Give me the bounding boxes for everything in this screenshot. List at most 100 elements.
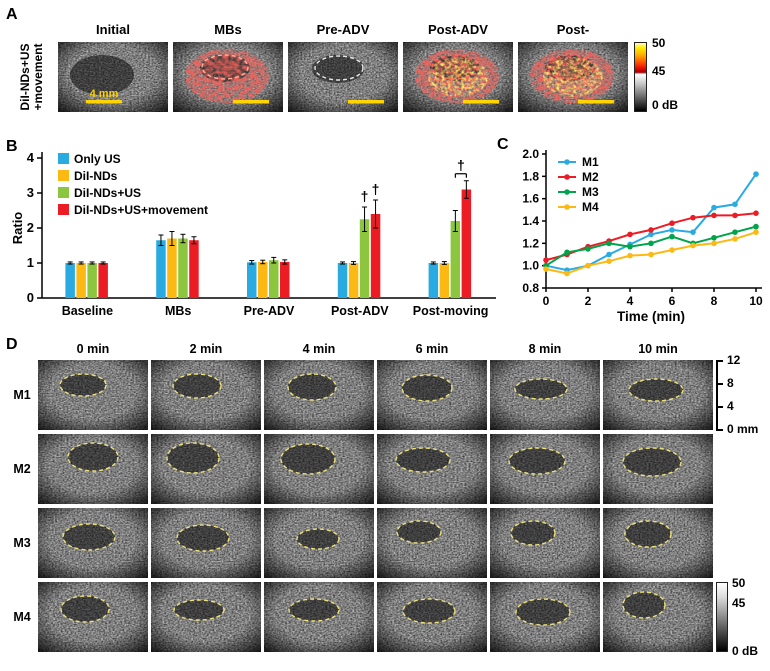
svg-text:†: †	[361, 188, 369, 204]
svg-text:1.4: 1.4	[522, 214, 539, 228]
svg-text:4: 4	[27, 150, 35, 165]
panel-d-colorbar-label-50: 50	[732, 576, 746, 590]
panel-a-row-label-line2: +movement	[31, 43, 45, 111]
panel-a-col-header-pre-adv: Pre-ADV	[316, 22, 370, 37]
panel-d-label: D	[6, 336, 18, 353]
svg-text:M4: M4	[582, 200, 599, 214]
svg-text:MBs: MBs	[165, 304, 191, 318]
panel-d-ultrasound-image-M3-5	[603, 508, 713, 578]
panel-d-ultrasound-image-M2-0	[38, 434, 148, 504]
svg-text:M2: M2	[582, 170, 599, 184]
svg-text:†: †	[457, 157, 465, 173]
panel-a-colorbar-label-50: 50	[652, 36, 666, 50]
depth-scale-tick-4	[716, 406, 723, 408]
panel-d-ultrasound-image-M4-0	[38, 582, 148, 652]
legend-item-dii-nds-us: DiI-NDs+US	[58, 184, 208, 201]
panel-b-legend: Only US DiI-NDs DiI-NDs+US DiI-NDs+US+mo…	[58, 150, 208, 218]
depth-scale-axis	[716, 360, 718, 431]
svg-text:1.6: 1.6	[522, 192, 539, 206]
panel-a-ultrasound-image-1	[173, 42, 283, 112]
svg-text:2.0: 2.0	[522, 147, 539, 161]
legend-item-only-us: Only US	[58, 150, 208, 167]
panel-c-line-chart: 0.8 1.0 1.2 1.4 1.6 1.8 2.0 0 2 4 6 8 10 Time (min) M1…	[522, 147, 763, 324]
svg-text:Time (min): Time (min)	[617, 309, 685, 324]
panel-d-ultrasound-image-M1-1	[151, 360, 261, 430]
panel-d-row-label-m4: M4	[13, 610, 31, 624]
depth-label-8: 8	[727, 376, 734, 390]
depth-label-12: 12	[727, 353, 741, 367]
svg-text:Post-moving: Post-moving	[413, 304, 489, 318]
panel-c-label: C	[497, 136, 509, 153]
panel-d-ultrasound-image-M4-1	[151, 582, 261, 652]
depth-label-0mm: 0 mm	[727, 422, 759, 436]
panel-a-col-header-mbs: MBs	[214, 22, 242, 37]
legend-item-dii-nds: DiI-NDs	[58, 167, 208, 184]
panel-d-ultrasound-image-M3-2	[264, 508, 374, 578]
panel-d-ultrasound-image-M2-1	[151, 434, 261, 504]
panel-d-row-label-m3: M3	[13, 536, 31, 550]
panel-d-ultrasound-image-M2-5	[603, 434, 713, 504]
panel-d-row-label-m1: M1	[13, 388, 31, 402]
panel-d-ultrasound-image-M2-4	[490, 434, 600, 504]
svg-text:1.8: 1.8	[522, 169, 539, 183]
panel-d-ultrasound-image-M2-3	[377, 434, 487, 504]
panel-d-ultrasound-image-M4-5	[603, 582, 713, 652]
svg-text:1: 1	[27, 255, 34, 270]
panel-d-col-header-6min: 6 min	[415, 342, 449, 356]
svg-text:2: 2	[27, 220, 34, 235]
legend-item-dii-nds-us-movement: DiI-NDs+US+movement	[58, 201, 208, 218]
panel-a-col-header-post: Post-	[556, 22, 590, 37]
legend-swatch-only-us	[58, 153, 69, 164]
panel-a-colorbar	[634, 42, 647, 112]
panel-d-colorbar	[716, 582, 728, 652]
depth-scale-tick-0	[716, 429, 723, 431]
panel-d-ultrasound-image-M3-1	[151, 508, 261, 578]
svg-text:4: 4	[627, 294, 634, 308]
panel-d-ultrasound-image-M4-4	[490, 582, 600, 652]
panel-d-ultrasound-image-M4-2	[264, 582, 374, 652]
panel-d-ultrasound-image-M1-3	[377, 360, 487, 430]
panel-d-ultrasound-image-M1-5	[603, 360, 713, 430]
panel-b-label: B	[6, 138, 18, 155]
depth-scale-tick-12	[716, 360, 723, 362]
svg-text:3: 3	[27, 185, 34, 200]
svg-text:Baseline: Baseline	[62, 304, 113, 318]
svg-text:Pre-ADV: Pre-ADV	[244, 304, 295, 318]
panel-b-bar-chart: 0 1 2 3 4 Ratio Baseline MBs Pre-ADV Post-ADV Post…	[12, 150, 496, 318]
panel-a-colorbar-label-45: 45	[652, 64, 666, 78]
svg-text:0: 0	[543, 294, 550, 308]
svg-text:Ratio: Ratio	[12, 212, 25, 245]
panel-a-row-label: DiI-NDs+US +movement	[18, 17, 47, 137]
panel-a-colorbar-label-0db: 0 dB	[652, 98, 679, 112]
panel-d-colorbar-label-45: 45	[732, 596, 746, 610]
legend-swatch-dii-nds-us	[58, 187, 69, 198]
panel-d-col-header-2min: 2 min	[189, 342, 223, 356]
depth-scale-tick-8	[716, 383, 723, 385]
panel-d-ultrasound-image-M3-0	[38, 508, 148, 578]
svg-text:2: 2	[585, 294, 592, 308]
svg-text:6: 6	[669, 294, 676, 308]
svg-text:Post-ADV: Post-ADV	[331, 304, 389, 318]
panel-d-col-header-10min: 10 min	[638, 342, 678, 356]
panel-d-col-header-8min: 8 min	[528, 342, 562, 356]
panel-a-ultrasound-image-4	[518, 42, 628, 112]
svg-text:0.8: 0.8	[522, 281, 539, 295]
panel-d-ultrasound-image-M2-2	[264, 434, 374, 504]
panel-a-ultrasound-image-0: 4 mm	[58, 42, 168, 112]
panel-d-col-header-4min: 4 min	[302, 342, 336, 356]
svg-text:1.2: 1.2	[522, 236, 539, 250]
svg-text:0: 0	[27, 290, 34, 305]
panel-d-row-label-m2: M2	[13, 462, 31, 476]
panel-d-ultrasound-image-M3-4	[490, 508, 600, 578]
panel-a-col-header-initial: Initial	[96, 22, 130, 37]
depth-label-4: 4	[727, 399, 734, 413]
legend-label-dii-nds: DiI-NDs	[74, 168, 118, 183]
svg-text:M3: M3	[582, 185, 599, 199]
panel-d-ultrasound-image-M4-3	[377, 582, 487, 652]
panel-d-col-header-0min: 0 min	[76, 342, 110, 356]
svg-text:4 mm: 4 mm	[90, 88, 119, 100]
svg-text:M1: M1	[582, 155, 599, 169]
panel-d-ultrasound-image-M1-0	[38, 360, 148, 430]
legend-label-dii-nds-us: DiI-NDs+US	[74, 185, 142, 200]
